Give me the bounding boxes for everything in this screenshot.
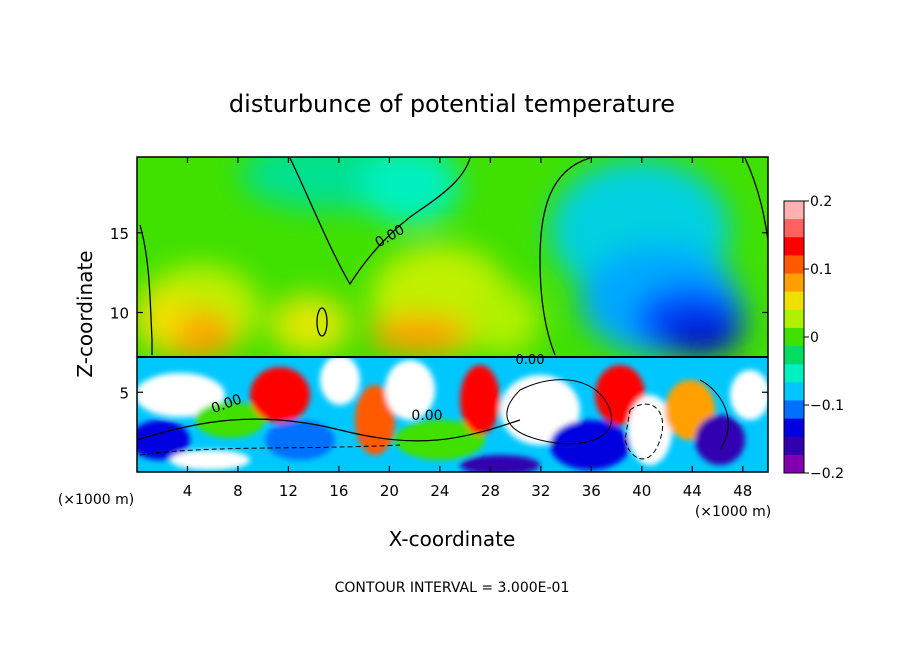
x-tick-label: 40 <box>632 482 651 500</box>
colorbar-cell <box>784 273 804 293</box>
colorbar-cell <box>784 364 804 383</box>
x-tick-label: 4 <box>183 482 193 500</box>
colorbar-cell <box>784 382 804 401</box>
plot-frame <box>136 156 769 473</box>
colorbar-cell <box>784 237 804 256</box>
x-unit-left: (×1000 m) <box>58 492 134 508</box>
colorbar: 0.2 0.1 0 −0.1 −0.2 <box>783 194 844 482</box>
colorbar-tick-label: 0 <box>810 330 819 346</box>
x-tick-label: 28 <box>481 482 500 500</box>
y-axis: 5 10 15 <box>110 225 768 402</box>
x-tick-label: 32 <box>531 482 550 500</box>
x-axis-label: X-coordinate <box>389 527 516 551</box>
y-tick-label: 5 <box>119 384 129 402</box>
upper-field <box>137 157 768 360</box>
colorbar-cell <box>784 418 804 438</box>
x-tick-label: 48 <box>733 482 752 500</box>
x-tick-label: 20 <box>380 482 399 500</box>
colorbar-cell <box>784 436 804 456</box>
y-tick-label: 10 <box>110 305 129 323</box>
colorbar-tick-label: −0.1 <box>810 398 844 414</box>
colorbar-cell <box>784 327 804 347</box>
chart-title: disturbunce of potential temperature <box>229 90 675 118</box>
contour-label: 0.00 <box>516 353 545 368</box>
zero-contour-left <box>289 157 471 286</box>
plot-area <box>137 157 768 472</box>
contour-interval-note: CONTOUR INTERVAL = 3.000E-01 <box>335 580 570 596</box>
y-axis-label: Z-coordinate <box>73 250 97 377</box>
x-unit-right: (×1000 m) <box>695 504 771 520</box>
zero-contour-edge <box>139 224 153 355</box>
y-tick-label: 15 <box>110 225 129 243</box>
x-tick-label: 8 <box>233 482 243 500</box>
colorbar-cell <box>784 219 804 238</box>
colorbar-cell <box>784 454 804 474</box>
colorbar-tick-label: 0.2 <box>810 194 832 210</box>
zero-contour-right <box>539 157 768 356</box>
colorbar-tick-label: 0.1 <box>810 262 832 278</box>
x-tick-label: 12 <box>279 482 298 500</box>
x-tick-label: 44 <box>683 482 702 500</box>
colorbar-tick-label: −0.2 <box>810 466 844 482</box>
colorbar-cell <box>784 291 804 311</box>
colorbar-cell <box>784 400 804 420</box>
colorbar-cell <box>784 255 804 275</box>
small-contour <box>316 307 328 337</box>
colorbar-cell <box>784 346 804 365</box>
x-tick-label: 36 <box>582 482 601 500</box>
x-axis: 4 8 12 16 20 24 28 32 36 40 44 48 <box>183 157 752 500</box>
colorbar-cell <box>784 309 804 329</box>
lower-field <box>137 357 768 472</box>
x-tick-label: 16 <box>329 482 348 500</box>
x-tick-label: 24 <box>430 482 449 500</box>
contour-label: 0.00 <box>411 408 442 424</box>
colorbar-cell <box>784 201 804 220</box>
